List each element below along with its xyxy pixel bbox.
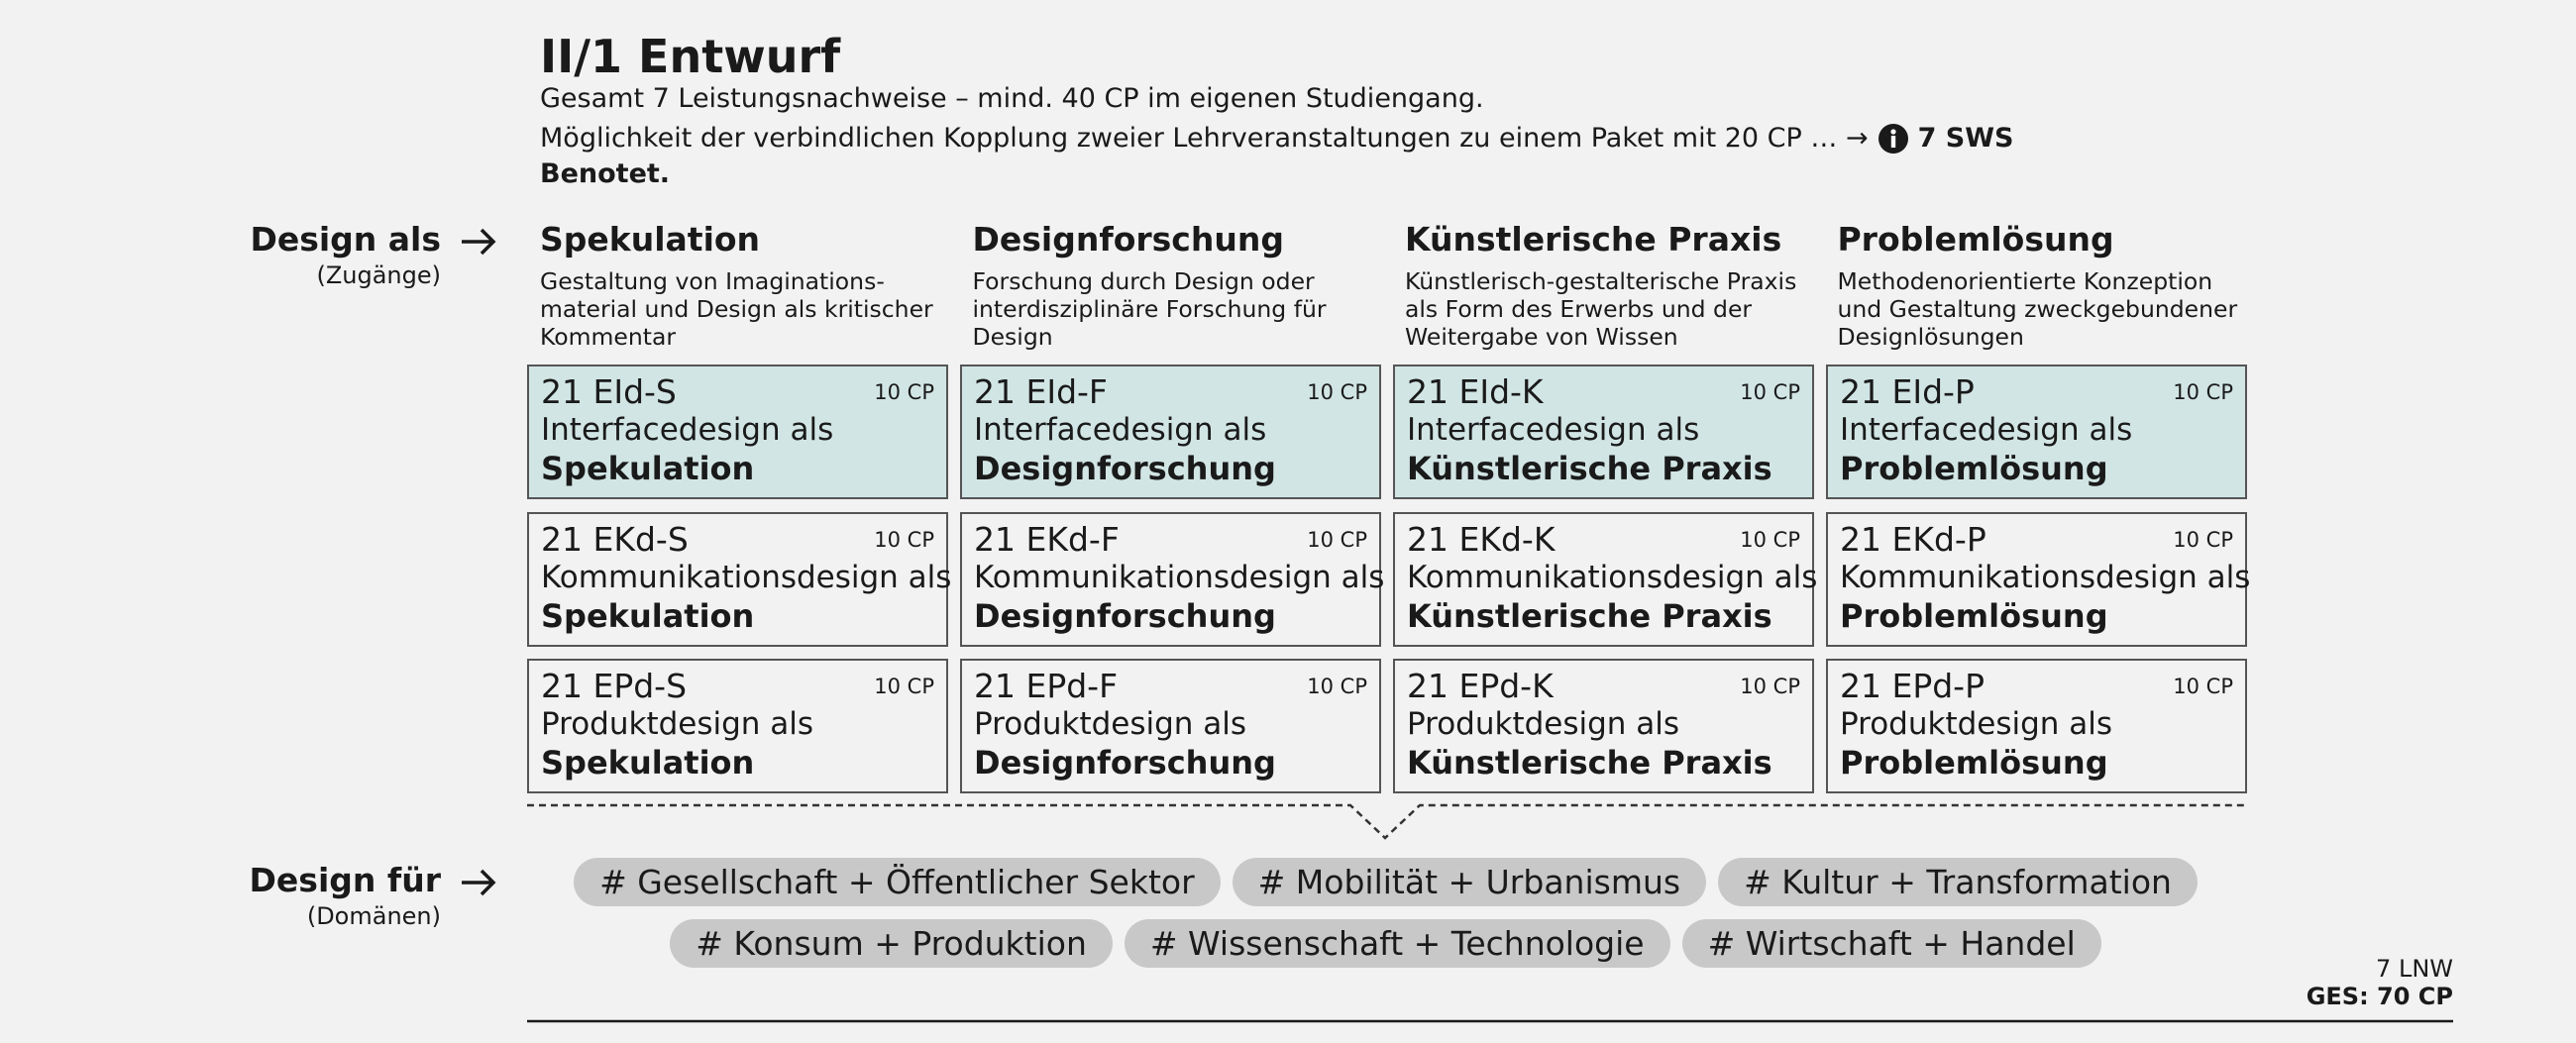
text: Gesamt 7 Leistungsnachweise – mind. 40 C… <box>540 83 1484 114</box>
module-box: 21 EId-P 10 CP Interfacedesign als Probleml… <box>1826 365 2247 499</box>
module-cp: 10 CP <box>2173 380 2233 404</box>
title: II/1 Entwurf <box>540 30 841 83</box>
module-name: Interfacedesign als <box>1407 412 1700 448</box>
tag-row: # Gesellschaft + Öffentlicher Sektor # Mo… <box>527 858 2244 906</box>
module-cp: 10 CP <box>874 380 934 404</box>
domain-tag: # Mobilität + Urbanismus <box>1232 858 1707 906</box>
module-code: 21 EKd-F <box>974 520 1120 559</box>
module-box: 21 EPd-K 10 CP Produktdesign als Künstleris… <box>1393 659 1814 793</box>
module-focus: Künstlerische Praxis <box>1407 744 1772 782</box>
module-name: Kommunikationsdesign als <box>1407 560 1818 595</box>
module-code: 21 EKd-K <box>1407 520 1556 559</box>
text: Möglichkeit der verbindlichen Kopplung z… <box>540 123 1869 154</box>
module-cp: 10 CP <box>1307 528 1367 552</box>
module-code: 21 EPd-F <box>974 667 1119 705</box>
row-label: Design für <box>249 861 441 899</box>
module-focus: Künstlerische Praxis <box>1407 450 1772 487</box>
module-focus: Künstlerische Praxis <box>1407 597 1772 635</box>
module-cp: 10 CP <box>874 675 934 698</box>
module-code: 21 EId-P <box>1840 372 1975 411</box>
module-name: Produktdesign als <box>1407 706 1680 742</box>
module-box: 21 EId-F 10 CP Interfacedesign als Designfo… <box>960 365 1381 499</box>
column-desc: Gestaltung von Imaginations- material un… <box>540 267 933 351</box>
module-name: Produktdesign als <box>974 706 1247 742</box>
module-name: Kommunikationsdesign als <box>541 560 952 595</box>
module-box: 21 EId-S 10 CP Interfacedesign als Spekulat… <box>527 365 948 499</box>
module-code: 21 EId-K <box>1407 372 1544 411</box>
module-box: 21 EId-K 10 CP Interfacedesign als Künstler… <box>1393 365 1814 499</box>
text: 7 SWS <box>1917 123 2014 154</box>
tag-row: # Konsum + Produktion # Wissenschaft + Te… <box>527 919 2244 968</box>
module-focus: Spekulation <box>541 450 755 487</box>
domain-tag: # Wirtschaft + Handel <box>1681 919 2101 968</box>
column-title: Künstlerische Praxis <box>1405 220 1782 259</box>
module-focus: Problemlösung <box>1840 450 2108 487</box>
module-cp: 10 CP <box>2173 528 2233 552</box>
column-desc: Forschung durch Design oder interdiszipl… <box>972 267 1327 351</box>
module-name: Kommunikationsdesign als <box>974 560 1385 595</box>
module-focus: Problemlösung <box>1840 597 2108 635</box>
module-cp: 10 CP <box>2173 675 2233 698</box>
domain-tag: # Gesellschaft + Öffentlicher Sektor <box>574 858 1221 906</box>
module-box: 21 EPd-P 10 CP Produktdesign als Problemlös… <box>1826 659 2247 793</box>
text: Benotet. <box>540 158 671 189</box>
dashed-brace <box>527 803 2244 840</box>
module-cp: 10 CP <box>1740 675 1800 698</box>
module-code: 21 EKd-P <box>1840 520 1986 559</box>
module-focus: Designforschung <box>974 597 1276 635</box>
row-sublabel: (Domänen) <box>306 902 441 930</box>
module-box: 21 EKd-P 10 CP Kommunikationsdesign als Pro… <box>1826 512 2251 647</box>
domain-tag: # Konsum + Produktion <box>670 919 1113 968</box>
module-cp: 10 CP <box>1307 380 1367 404</box>
module-cp: 10 CP <box>1740 380 1800 404</box>
module-box: 21 EKd-K 10 CP Kommunikationsdesign als Kün… <box>1393 512 1818 647</box>
domain-tag: # Wissenschaft + Technologie <box>1124 919 1670 968</box>
footer-total: GES: 70 CP <box>2306 983 2453 1010</box>
module-box: 21 EKd-F 10 CP Kommunikationsdesign als Des… <box>960 512 1385 647</box>
column-title: Spekulation <box>540 220 761 259</box>
column-desc: Künstlerisch-gestalterische Praxis als F… <box>1405 267 1797 351</box>
module-name: Interfacedesign als <box>1840 412 2133 448</box>
text-row: Möglichkeit der verbindlichen Kopplung z… <box>540 123 2013 154</box>
module-cp: 10 CP <box>874 528 934 552</box>
module-cp: 10 CP <box>1740 528 1800 552</box>
column-title: Problemlösung <box>1837 220 2114 259</box>
column-desc: Methodenorientierte Konzeption und Gesta… <box>1837 267 2238 351</box>
module-name: Produktdesign als <box>1840 706 2113 742</box>
module-focus: Spekulation <box>541 597 755 635</box>
module-code: 21 EId-S <box>541 372 677 411</box>
footer-count: 7 LNW <box>2376 955 2453 983</box>
module-focus: Spekulation <box>541 744 755 782</box>
module-name: Produktdesign als <box>541 706 814 742</box>
module-focus: Designforschung <box>974 450 1276 487</box>
info-icon <box>1878 123 1908 154</box>
module-code: 21 EId-F <box>974 372 1108 411</box>
module-name: Interfacedesign als <box>974 412 1267 448</box>
arrow <box>462 228 496 896</box>
row-label: Design als <box>250 220 441 259</box>
module-cp: 10 CP <box>1307 675 1367 698</box>
module-code: 21 EPd-P <box>1840 667 1985 705</box>
module-name: Kommunikationsdesign als <box>1840 560 2251 595</box>
module-code: 21 EKd-S <box>541 520 689 559</box>
row-sublabel: (Zugänge) <box>316 261 441 289</box>
column-title: Designforschung <box>972 220 1284 259</box>
module-focus: Designforschung <box>974 744 1276 782</box>
module-code: 21 EPd-K <box>1407 667 1554 705</box>
module-focus: Problemlösung <box>1840 744 2108 782</box>
domain-tag: # Kultur + Transformation <box>1718 858 2198 906</box>
module-box: 21 EPd-F 10 CP Produktdesign als Designfors… <box>960 659 1381 793</box>
module-box: 21 EKd-S 10 CP Kommunikationsdesign als Spe… <box>527 512 952 647</box>
module-code: 21 EPd-S <box>541 667 688 705</box>
module-box: 21 EPd-S 10 CP Produktdesign als Spekulatio… <box>527 659 948 793</box>
module-name: Interfacedesign als <box>541 412 834 448</box>
